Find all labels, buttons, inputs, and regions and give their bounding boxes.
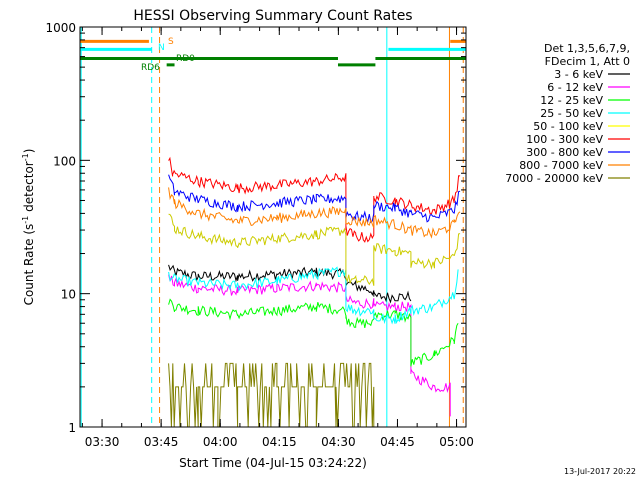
legend-label-6-12-kev: 6 - 12 keV — [547, 81, 603, 94]
x-tick-label-04-15: 04:15 — [262, 435, 297, 449]
x-axis-label: Start Time (04-Jul-15 03:24:22) — [179, 456, 367, 470]
x-tick-label-03-45: 03:45 — [144, 435, 179, 449]
y-axis-label-sup2: -1 — [21, 153, 30, 161]
plot-frame — [79, 26, 467, 428]
legend-label-3-6-kev: 3 - 6 keV — [554, 68, 603, 81]
legend: Det 1,3,5,6,7,9,FDecim 1, Att 03 - 6 keV… — [505, 42, 630, 185]
x-tick-label-04-45: 04:45 — [380, 435, 415, 449]
vertical-markers — [80, 27, 464, 427]
legend-label-7000-20000-kev: 7000 - 20000 keV — [505, 172, 603, 185]
legend-label-100-300-kev: 100 - 300 keV — [526, 133, 603, 146]
legend-label-300-800-kev: 300 - 800 keV — [526, 146, 603, 159]
series-line-7000-20000-kev — [168, 362, 375, 428]
series-line-25-50-kev — [168, 266, 459, 325]
flag-label-rd6: RD6 — [141, 63, 160, 73]
axes: 03:30 03:45 04:00 04:15 04:30 04:45 05:00 1 10 10… — [45, 21, 473, 449]
y-tick-label-1000: 1000 — [45, 21, 76, 35]
legend-header-1: FDecim 1, Att 0 — [545, 55, 630, 68]
series-line-50-100-kev — [168, 213, 461, 286]
y-axis-label-main: Count Rate (s — [22, 224, 36, 306]
y-axis-label-end: ) — [22, 149, 36, 154]
flag-label-rd0: RD0 — [176, 54, 195, 64]
y-tick-label-10: 10 — [61, 288, 76, 302]
series-line-12-25-kev — [168, 298, 459, 367]
flag-label-n: N — [158, 43, 165, 53]
y-axis-label-mid: detector — [22, 161, 36, 216]
footer-date: 13-Jul-2017 20:22 — [564, 467, 636, 476]
flag-bars: SN RD0 RD6 — [80, 37, 466, 73]
series-line-6-12-kev — [168, 274, 451, 417]
y-axis-label: Count Rate (s-1 detector-1) — [21, 149, 36, 306]
x-tick-label-04-30: 04:30 — [321, 435, 356, 449]
legend-label-12-25-kev: 12 - 25 keV — [540, 94, 603, 107]
series-line-3-6-kev — [168, 264, 412, 304]
series-line-800-7000-kev — [168, 187, 461, 239]
series-lines — [168, 156, 461, 428]
flag-label-s: S — [168, 37, 174, 47]
series-line-300-800-kev — [168, 174, 461, 224]
legend-label-50-100-kev: 50 - 100 keV — [533, 120, 603, 133]
y-tick-label-1: 1 — [68, 421, 76, 435]
chart-title: HESSI Observing Summary Count Rates — [133, 8, 412, 24]
y-tick-label-100: 100 — [53, 154, 76, 168]
series-line-100-300-kev — [168, 156, 461, 243]
legend-label-800-7000-kev: 800 - 7000 keV — [519, 159, 603, 172]
x-tick-label-05-00: 05:00 — [439, 435, 474, 449]
legend-label-25-50-kev: 25 - 50 keV — [540, 107, 603, 120]
x-tick-label-04-00: 04:00 — [203, 435, 238, 449]
x-tick-label-03-30: 03:30 — [85, 435, 120, 449]
y-axis-label-sup1: -1 — [21, 216, 30, 224]
legend-header-0: Det 1,3,5,6,7,9, — [544, 42, 630, 55]
